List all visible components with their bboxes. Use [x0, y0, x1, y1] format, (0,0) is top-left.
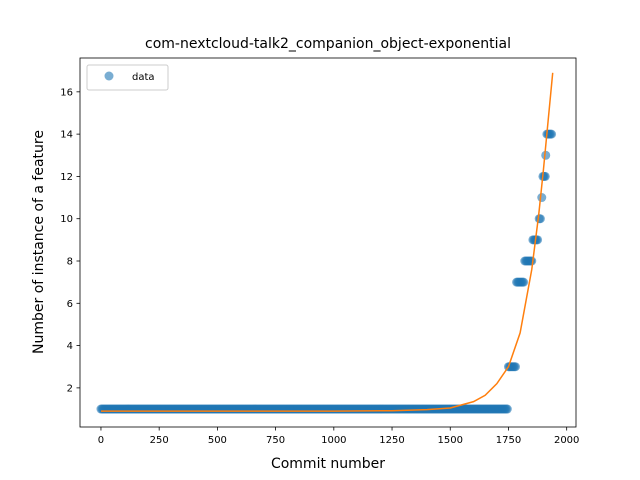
data-point — [510, 362, 520, 372]
x-tick-label: 0 — [98, 435, 104, 446]
x-tick-label: 500 — [208, 435, 227, 446]
legend-label-data: data — [132, 72, 155, 83]
x-tick-label: 750 — [266, 435, 285, 446]
y-tick-label: 8 — [67, 257, 73, 268]
legend: data — [86, 64, 169, 91]
data-point — [519, 277, 529, 287]
data-point — [502, 404, 512, 414]
y-tick-label: 2 — [67, 383, 73, 394]
x-tick-label: 250 — [150, 435, 169, 446]
x-tick-label: 1250 — [379, 435, 404, 446]
chart-title: com-nextcloud-talk2_companion_object-exp… — [145, 36, 511, 52]
fit-line — [100, 72, 554, 412]
data-point — [537, 193, 547, 203]
x-axis: 0 250 500 750 1000 1250 1500 1750 2000 — [98, 427, 579, 446]
data-point — [541, 150, 551, 160]
legend-box — [86, 64, 169, 91]
y-tick-label: 6 — [67, 299, 73, 310]
data-point — [527, 256, 537, 266]
data-point — [547, 129, 557, 139]
y-tick-label: 14 — [60, 130, 73, 141]
x-axis-label: Commit number — [271, 456, 385, 472]
axes-frame — [79, 57, 577, 428]
y-tick-label: 16 — [60, 87, 73, 98]
y-axis: 2 4 6 8 10 12 14 16 — [60, 87, 80, 394]
y-tick-label: 10 — [60, 214, 73, 225]
x-tick-label: 2000 — [554, 435, 579, 446]
y-tick-label: 4 — [67, 341, 73, 352]
x-tick-label: 1000 — [321, 435, 346, 446]
y-tick-label: 12 — [60, 172, 73, 183]
legend-marker-data — [104, 71, 114, 81]
x-tick-label: 1750 — [496, 435, 521, 446]
x-tick-label: 1500 — [438, 435, 463, 446]
y-axis-label: Number of instance of a feature — [31, 130, 47, 354]
plot-area — [96, 72, 557, 414]
